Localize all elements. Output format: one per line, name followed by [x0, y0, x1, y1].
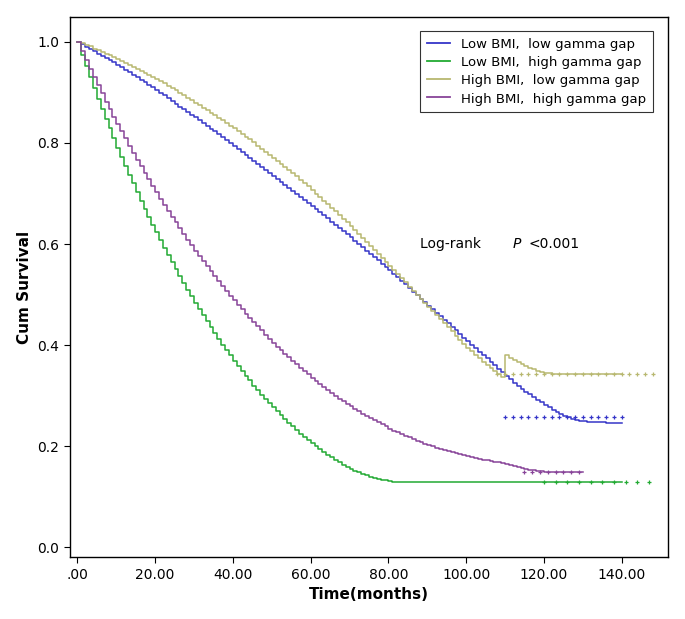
High BMI,  low gamma gap	[497, 374, 506, 381]
High BMI,  high gamma gap	[361, 412, 369, 420]
Low BMI,  high gamma gap	[252, 386, 260, 394]
High BMI,  low gamma gap	[618, 371, 626, 378]
Low BMI,  high gamma gap	[618, 478, 626, 485]
Low BMI,  low gamma gap	[536, 399, 544, 406]
Low BMI,  low gamma gap	[77, 41, 86, 48]
Line: High BMI,  high gamma gap: High BMI, high gamma gap	[77, 42, 583, 472]
Low BMI,  low gamma gap	[104, 56, 112, 64]
Low BMI,  high gamma gap	[73, 38, 82, 46]
Low BMI,  high gamma gap	[388, 478, 397, 485]
Low BMI,  low gamma gap	[547, 406, 556, 413]
Low BMI,  high gamma gap	[551, 478, 560, 485]
Low BMI,  low gamma gap	[73, 38, 82, 46]
High BMI,  high gamma gap	[388, 427, 397, 435]
Legend: Low BMI,  low gamma gap, Low BMI,  high gamma gap, High BMI,  low gamma gap, Hig: Low BMI, low gamma gap, Low BMI, high ga…	[420, 32, 653, 112]
High BMI,  low gamma gap	[77, 40, 86, 47]
Y-axis label: Cum Survival: Cum Survival	[16, 230, 32, 344]
Low BMI,  low gamma gap	[602, 419, 610, 426]
Line: Low BMI,  low gamma gap: Low BMI, low gamma gap	[77, 42, 622, 423]
Low BMI,  low gamma gap	[252, 160, 260, 167]
High BMI,  high gamma gap	[447, 449, 455, 456]
Line: Low BMI,  high gamma gap: Low BMI, high gamma gap	[77, 42, 622, 482]
Line: High BMI,  low gamma gap: High BMI, low gamma gap	[77, 42, 622, 378]
Text: Log-rank: Log-rank	[419, 237, 485, 251]
High BMI,  low gamma gap	[595, 371, 603, 378]
Text: P: P	[513, 237, 521, 251]
Low BMI,  high gamma gap	[77, 51, 86, 58]
X-axis label: Time(months): Time(months)	[309, 587, 429, 602]
High BMI,  high gamma gap	[92, 82, 101, 89]
High BMI,  high gamma gap	[163, 207, 171, 214]
High BMI,  high gamma gap	[579, 468, 587, 475]
Low BMI,  high gamma gap	[540, 478, 548, 485]
High BMI,  low gamma gap	[252, 142, 260, 149]
Low BMI,  high gamma gap	[595, 478, 603, 485]
High BMI,  low gamma gap	[104, 51, 112, 59]
High BMI,  high gamma gap	[466, 454, 474, 461]
High BMI,  low gamma gap	[540, 369, 548, 376]
Low BMI,  low gamma gap	[618, 419, 626, 426]
High BMI,  high gamma gap	[540, 468, 548, 475]
Low BMI,  high gamma gap	[104, 124, 112, 132]
Low BMI,  low gamma gap	[590, 418, 599, 426]
Text: <0.001: <0.001	[528, 237, 580, 251]
High BMI,  low gamma gap	[551, 371, 560, 378]
High BMI,  low gamma gap	[73, 38, 82, 46]
High BMI,  high gamma gap	[73, 38, 82, 46]
